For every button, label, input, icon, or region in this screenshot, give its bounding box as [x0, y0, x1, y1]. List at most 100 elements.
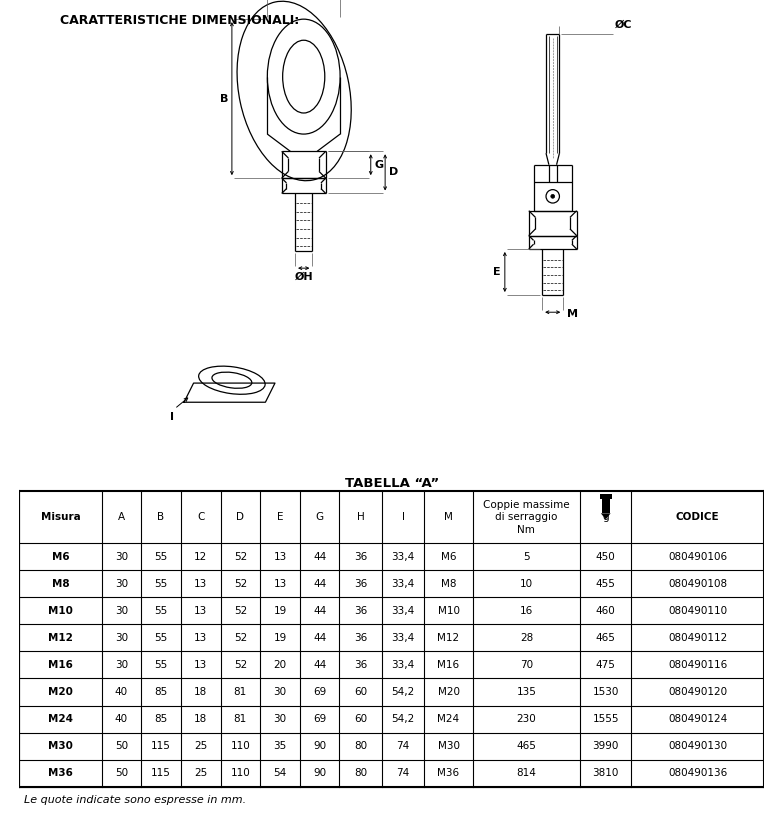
Text: 080490106: 080490106	[668, 552, 727, 561]
Text: B: B	[220, 94, 228, 104]
Text: M10: M10	[438, 606, 459, 616]
Text: 90: 90	[313, 768, 326, 778]
Text: I: I	[402, 512, 405, 522]
Text: M30: M30	[48, 741, 73, 751]
Text: M24: M24	[48, 714, 73, 724]
Text: 5: 5	[523, 552, 530, 561]
Text: 55: 55	[154, 660, 168, 670]
Text: 080490108: 080490108	[668, 579, 727, 589]
Text: 60: 60	[354, 714, 367, 724]
Text: 30: 30	[273, 714, 286, 724]
Text: 465: 465	[596, 633, 615, 643]
Text: 080490136: 080490136	[668, 768, 727, 778]
Text: 20: 20	[273, 660, 286, 670]
Text: B: B	[158, 512, 165, 522]
Text: 50: 50	[115, 768, 128, 778]
Text: M30: M30	[438, 741, 459, 751]
Text: 110: 110	[230, 741, 250, 751]
Text: 85: 85	[154, 687, 168, 697]
Text: g: g	[602, 512, 609, 522]
Text: 13: 13	[273, 579, 286, 589]
Text: 10: 10	[520, 579, 533, 589]
Text: 90: 90	[313, 741, 326, 751]
Text: 460: 460	[596, 606, 615, 616]
Text: M20: M20	[438, 687, 459, 697]
Text: 18: 18	[194, 714, 207, 724]
Text: 30: 30	[115, 660, 128, 670]
Text: 3990: 3990	[593, 741, 619, 751]
Text: 85: 85	[154, 714, 168, 724]
Text: 30: 30	[115, 552, 128, 561]
Text: D: D	[237, 512, 244, 522]
Text: M8: M8	[52, 579, 69, 589]
Text: Coppie massime
di serraggio
Nm: Coppie massime di serraggio Nm	[483, 500, 570, 535]
Text: 080490124: 080490124	[668, 714, 727, 724]
Text: M10: M10	[48, 606, 73, 616]
Text: 80: 80	[354, 768, 367, 778]
Circle shape	[551, 194, 555, 199]
Text: 080490116: 080490116	[668, 660, 727, 670]
Text: 33,4: 33,4	[392, 633, 415, 643]
Text: 13: 13	[194, 660, 207, 670]
Text: M12: M12	[48, 633, 73, 643]
Text: 30: 30	[115, 579, 128, 589]
Text: 44: 44	[313, 633, 326, 643]
Text: H: H	[357, 512, 365, 522]
Text: M20: M20	[48, 687, 73, 697]
Text: 55: 55	[154, 606, 168, 616]
Text: 55: 55	[154, 633, 168, 643]
Text: M12: M12	[438, 633, 459, 643]
Text: 30: 30	[115, 606, 128, 616]
Text: 52: 52	[234, 552, 247, 561]
Text: 52: 52	[234, 579, 247, 589]
Text: 52: 52	[234, 633, 247, 643]
Text: 40: 40	[115, 714, 128, 724]
Text: ØH: ØH	[294, 272, 313, 282]
Text: 81: 81	[234, 714, 247, 724]
Text: 44: 44	[313, 606, 326, 616]
Text: 135: 135	[517, 687, 536, 697]
Text: 40: 40	[115, 687, 128, 697]
Text: M36: M36	[48, 768, 73, 778]
Text: 115: 115	[151, 768, 171, 778]
Text: E: E	[494, 267, 501, 277]
Text: 44: 44	[313, 552, 326, 561]
Text: D: D	[389, 168, 398, 178]
Text: 080490120: 080490120	[668, 687, 727, 697]
Polygon shape	[601, 514, 611, 520]
Text: 36: 36	[354, 579, 367, 589]
Text: 16: 16	[520, 606, 533, 616]
Text: 13: 13	[273, 552, 286, 561]
Text: 13: 13	[194, 579, 207, 589]
Text: 455: 455	[596, 579, 615, 589]
Text: 465: 465	[517, 741, 536, 751]
Text: 814: 814	[517, 768, 536, 778]
Text: 18: 18	[194, 687, 207, 697]
Text: 36: 36	[354, 660, 367, 670]
Text: 19: 19	[273, 633, 286, 643]
Text: 55: 55	[154, 552, 168, 561]
Text: 25: 25	[194, 768, 207, 778]
Text: 33,4: 33,4	[392, 579, 415, 589]
Text: 44: 44	[313, 579, 326, 589]
Text: 36: 36	[354, 633, 367, 643]
Text: 3810: 3810	[593, 768, 619, 778]
Text: Misura: Misura	[40, 512, 81, 522]
Text: 33,4: 33,4	[392, 552, 415, 561]
Text: 50: 50	[115, 741, 128, 751]
Text: 19: 19	[273, 606, 286, 616]
Text: 33,4: 33,4	[392, 660, 415, 670]
Text: 54,2: 54,2	[392, 687, 415, 697]
Text: 450: 450	[596, 552, 615, 561]
Text: 35: 35	[273, 741, 286, 751]
Text: 69: 69	[313, 687, 326, 697]
Text: G: G	[375, 160, 383, 170]
Text: Le quote indicate sono espresse in mm.: Le quote indicate sono espresse in mm.	[24, 794, 247, 804]
Text: 52: 52	[234, 606, 247, 616]
Text: 36: 36	[354, 606, 367, 616]
Text: A: A	[118, 512, 125, 522]
Text: M36: M36	[438, 768, 459, 778]
Text: 80: 80	[354, 741, 367, 751]
Text: 475: 475	[596, 660, 615, 670]
Text: 30: 30	[115, 633, 128, 643]
